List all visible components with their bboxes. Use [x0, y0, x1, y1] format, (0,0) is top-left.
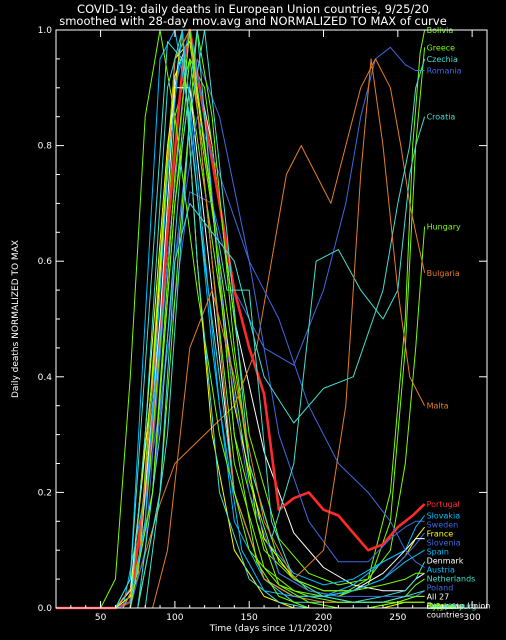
series-line-bulgaria: [56, 58, 426, 609]
series-label-croatia: Croatia: [427, 113, 456, 122]
x-tick-label: 150: [241, 613, 258, 623]
y-tick-label: 0.6: [38, 257, 53, 267]
chart-subtitle: smoothed with 28-day mov.avg and NORMALI…: [59, 14, 447, 28]
series-label-belgium: Belgium: [427, 602, 460, 611]
chart-title: COVID-19: daily deaths in European Union…: [77, 2, 429, 16]
x-tick-label: 200: [315, 613, 332, 623]
series-label-france: France: [427, 530, 454, 539]
series-label-cyprus: Cyprus: [427, 602, 455, 611]
series-line-bolivia: [56, 29, 426, 609]
series-label-italy: Italy: [427, 602, 445, 611]
series-line-romania: [56, 46, 425, 609]
series-line-austria: [56, 29, 425, 609]
series-label-finland: Finland: [427, 602, 456, 611]
series-line-france: [56, 41, 425, 609]
series-line-malta: [56, 58, 426, 609]
y-tick-label: 0.8: [38, 142, 53, 152]
series-label-germany: Germany: [427, 602, 464, 611]
series-label-hungary: Hungary: [427, 223, 461, 232]
series-line-latvia: [56, 29, 425, 609]
y-tick-label: 0.2: [38, 488, 52, 498]
series-line-slovenia: [56, 29, 425, 609]
series-line-portugal: [56, 28, 426, 610]
y-axis: 0.0 0.2 0.4 0.6 0.8 1.0: [38, 26, 487, 614]
series-label-luxembourg: Luxembourg: [427, 602, 477, 611]
series-label-sweden: Sweden: [427, 521, 459, 530]
series-label-all-27-european-union-countries: All 27 European Union countries: [427, 593, 491, 620]
series-label-malta: Malta: [427, 402, 449, 411]
series-line-spain: [56, 29, 425, 609]
series-label-greece: Greece: [427, 43, 456, 52]
series-line-lithuania: [56, 29, 425, 609]
series-line-croatia: [56, 29, 426, 609]
series-line-cyprus: [56, 29, 425, 609]
y-tick-label: 1.0: [38, 26, 53, 36]
series-line-poland: [56, 116, 425, 609]
series-line-belgium: [56, 29, 425, 609]
series-label-lithuania: Lithuania: [427, 602, 464, 611]
series-labels: BoliviaGreeceCzechiaRomaniaCroatiaHungar…: [427, 26, 491, 620]
series-label-romania: Romania: [427, 66, 462, 75]
series-label-czechia: Czechia: [427, 55, 458, 64]
x-tick-label: 100: [166, 613, 183, 623]
series-label-spain: Spain: [427, 548, 449, 557]
series-line-sweden: [56, 58, 425, 609]
series-label-slovenia: Slovenia: [427, 539, 461, 548]
series-line-estonia: [56, 29, 425, 609]
series-line-hungary: [56, 58, 426, 609]
x-tick-label: 300: [464, 613, 481, 623]
series-line-slovakia: [56, 29, 425, 609]
y-tick-label: 0.4: [38, 373, 53, 383]
series-line-netherlands: [56, 41, 426, 609]
series-line-greece: [56, 47, 426, 609]
series-label-bulgaria: Bulgaria: [427, 269, 460, 278]
series-line-finland: [56, 29, 425, 609]
series-label-poland: Poland: [427, 584, 454, 593]
x-tick-label: 50: [95, 613, 107, 623]
series-label-latvia: Latvia: [427, 602, 451, 611]
series-line-ireland: [56, 29, 425, 609]
series-line-germany: [56, 29, 425, 609]
x-tick-label: 250: [389, 613, 406, 623]
series-label-portugal: Portugal: [427, 500, 460, 509]
series-line-luxembourg: [56, 29, 425, 609]
series-label-slovakia: Slovakia: [427, 512, 461, 521]
series-label-austria: Austria: [427, 566, 455, 575]
series-label-ireland: Ireland: [427, 602, 455, 611]
series-line-all-27-european-union-countries: [56, 35, 425, 609]
series-line-czechia: [56, 58, 426, 609]
series-label-denmark: Denmark: [427, 557, 464, 566]
series-layer: [56, 28, 426, 610]
x-axis-label: Time (days since 1/1/2020): [209, 624, 333, 634]
series-line-italy: [56, 29, 425, 609]
y-axis-label: Daily deaths NORMALIZED TO MAX: [11, 240, 21, 398]
x-axis: 50 100 150 200 250 300: [55, 30, 488, 623]
series-label-estonia: Estonia: [427, 602, 457, 611]
y-tick-label: 0.0: [38, 604, 53, 614]
series-label-netherlands: Netherlands: [427, 575, 476, 584]
